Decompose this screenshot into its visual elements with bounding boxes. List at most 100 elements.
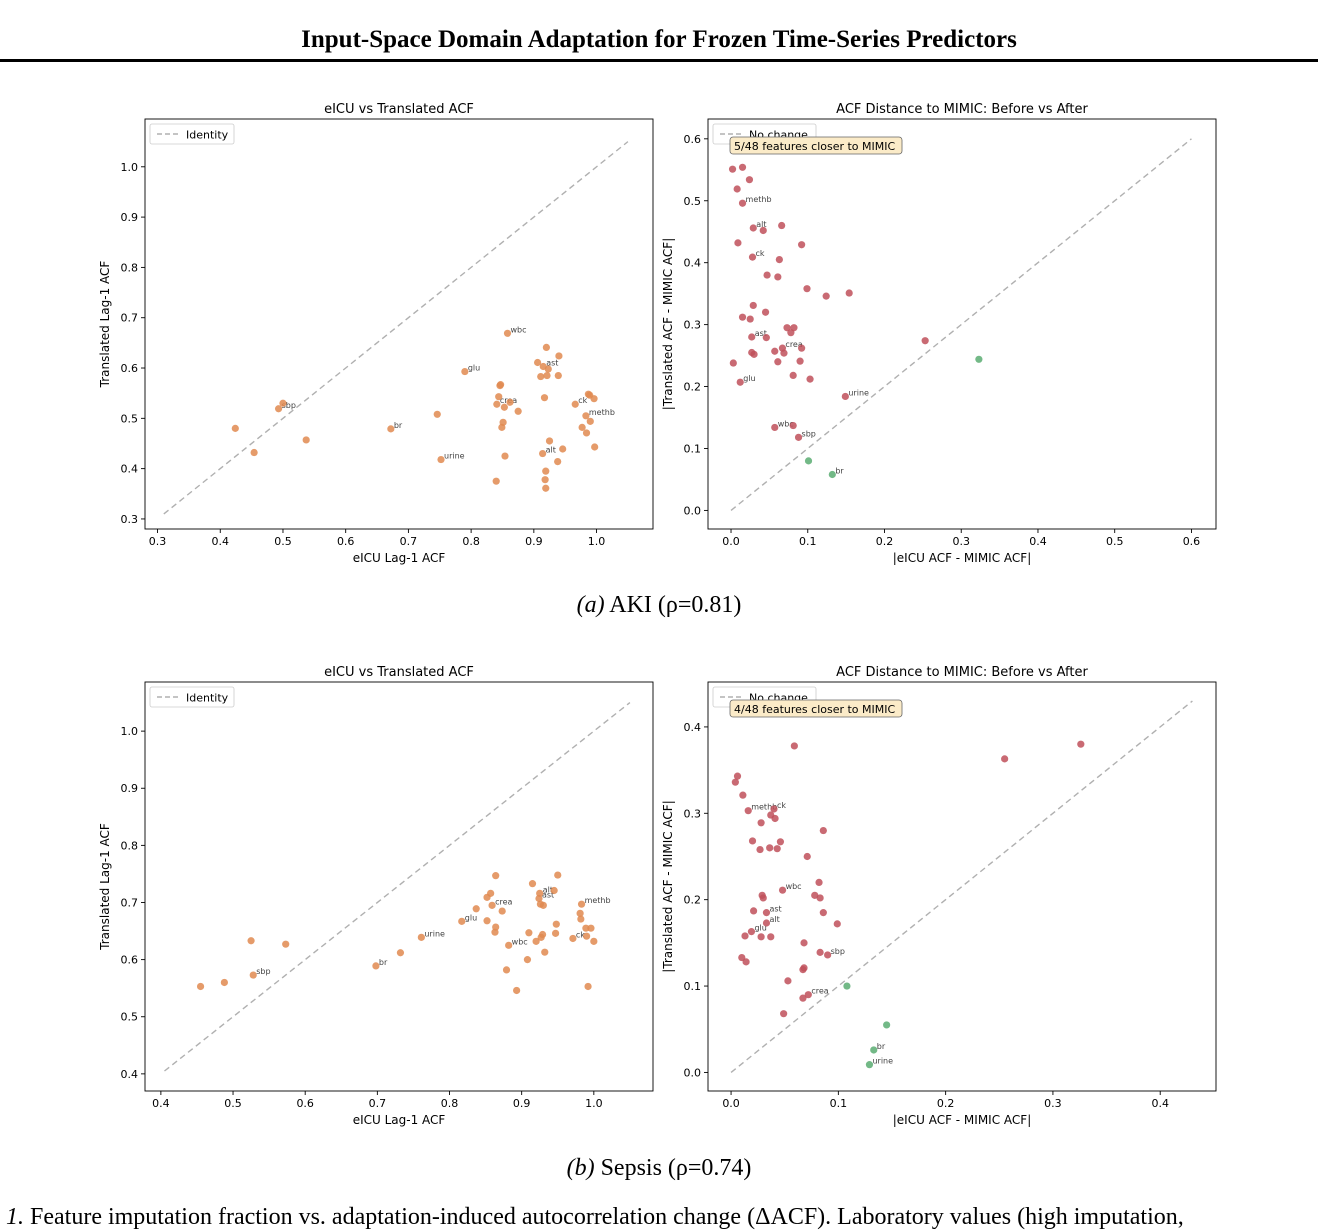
data-point: [495, 393, 503, 401]
data-point: [417, 933, 425, 941]
data-point: [506, 398, 514, 406]
x-tick-label: 0.3: [1044, 1097, 1062, 1110]
data-point: [816, 948, 824, 956]
plot-frame: [707, 681, 1217, 1092]
y-tick-label: 0.9: [121, 211, 139, 224]
data-point: [757, 933, 765, 941]
chart-title: ACF Distance to MIMIC: Before vs After: [836, 665, 1088, 680]
data-point: [539, 901, 547, 909]
point-label: glu: [754, 924, 766, 933]
data-point: [738, 313, 747, 321]
data-point: [748, 253, 757, 261]
data-point: [734, 239, 742, 247]
annotation-text: 5/48 features closer to MIMIC: [734, 140, 896, 153]
x-tick-label: 0.6: [296, 1097, 314, 1110]
y-tick-label: 0.8: [121, 839, 139, 852]
data-point: [576, 909, 584, 917]
x-tick-label: 0.6: [337, 535, 355, 548]
data-point: [488, 901, 496, 909]
data-point: [822, 292, 830, 300]
figure-scatter-plots: eICU vs Translated ACF 0.3 0.4 0.5 0.6 0.7 0.8…: [98, 102, 1217, 1127]
point-label: alt: [769, 915, 779, 924]
data-point: [523, 956, 532, 964]
data-point: [577, 900, 586, 908]
data-point: [729, 359, 737, 367]
plot-frame: [144, 681, 654, 1092]
data-point: [731, 778, 739, 786]
data-point: [554, 871, 562, 879]
figure-caption-text: Feature imputation fraction vs. adaptati…: [24, 1204, 1184, 1230]
data-point: [774, 273, 782, 281]
y-tick-label: 0.4: [684, 257, 702, 270]
point-label: ck: [578, 396, 587, 405]
data-point: [525, 929, 533, 937]
x-tick-label: 0.4: [1029, 535, 1047, 548]
data-point: [231, 424, 239, 432]
data-point: [787, 329, 795, 337]
data-point: [586, 417, 594, 425]
data-point: [790, 742, 798, 750]
y-tick-label: 0.5: [684, 195, 702, 208]
y-tick-label: 0.0: [684, 504, 702, 517]
point-label: methb: [589, 408, 615, 417]
point-label: glu: [743, 374, 755, 383]
y-tick-label: 0.4: [121, 1068, 139, 1081]
y-tick-label: 1.0: [121, 725, 139, 738]
data-point: [543, 371, 551, 380]
identity-line: [164, 702, 631, 1072]
figure-caption: 1. Feature imputation fraction vs. adapt…: [6, 1204, 1184, 1231]
point-label: sbp: [831, 947, 845, 956]
data-point: [302, 436, 310, 444]
data-point: [747, 928, 756, 936]
data-point: [250, 448, 258, 457]
data-point: [762, 334, 770, 342]
data-point: [767, 933, 775, 941]
legend-box: [149, 123, 235, 145]
data-point: [550, 886, 558, 895]
point-label: ast: [755, 329, 767, 338]
y-axis-label: Translated Lag-1 ACF: [98, 823, 112, 951]
y-tick-label: 0.5: [121, 412, 139, 425]
data-point: [749, 907, 758, 915]
identity-line: [730, 138, 1192, 511]
legend-box: [149, 686, 235, 708]
point-label: crea: [811, 987, 828, 996]
data-point: [538, 930, 547, 939]
data-point: [472, 905, 480, 913]
data-point: [845, 289, 853, 297]
data-point: [833, 920, 841, 928]
data-point: [757, 819, 765, 827]
point-label: methb: [585, 896, 611, 905]
y-tick-label: 0.0: [684, 1066, 702, 1079]
point-label: sbp: [802, 429, 816, 438]
data-point: [804, 991, 812, 999]
point-label: sbp: [282, 401, 296, 410]
y-tick-label: 0.7: [121, 896, 139, 909]
y-tick-label: 0.6: [121, 362, 139, 375]
data-point: [500, 403, 508, 411]
data-point: [811, 891, 819, 899]
data-point: [541, 948, 549, 956]
page-header-title: Input-Space Domain Adaptation for Frozen…: [301, 26, 1017, 53]
point-label: wbc: [778, 419, 794, 428]
point-label: ast: [546, 359, 558, 368]
data-point: [545, 437, 554, 445]
plot-frame: [144, 118, 654, 530]
y-tick-label: 0.1: [684, 980, 702, 993]
x-tick-label: 0.5: [1106, 535, 1124, 548]
data-point: [742, 958, 750, 966]
plot-frame: [707, 118, 1217, 530]
data-point: [541, 476, 549, 484]
data-point: [728, 165, 737, 173]
chart-title: eICU vs Translated ACF: [324, 102, 474, 117]
data-point: [759, 226, 767, 235]
x-tick-label: 0.5: [224, 1097, 242, 1110]
x-tick-label: 0.4: [212, 535, 230, 548]
y-tick-label: 0.2: [684, 381, 702, 394]
data-point: [759, 894, 767, 902]
data-point: [789, 371, 797, 380]
data-point: [749, 224, 757, 232]
data-point: [798, 241, 806, 249]
data-point: [746, 315, 754, 323]
data-point: [794, 433, 803, 441]
